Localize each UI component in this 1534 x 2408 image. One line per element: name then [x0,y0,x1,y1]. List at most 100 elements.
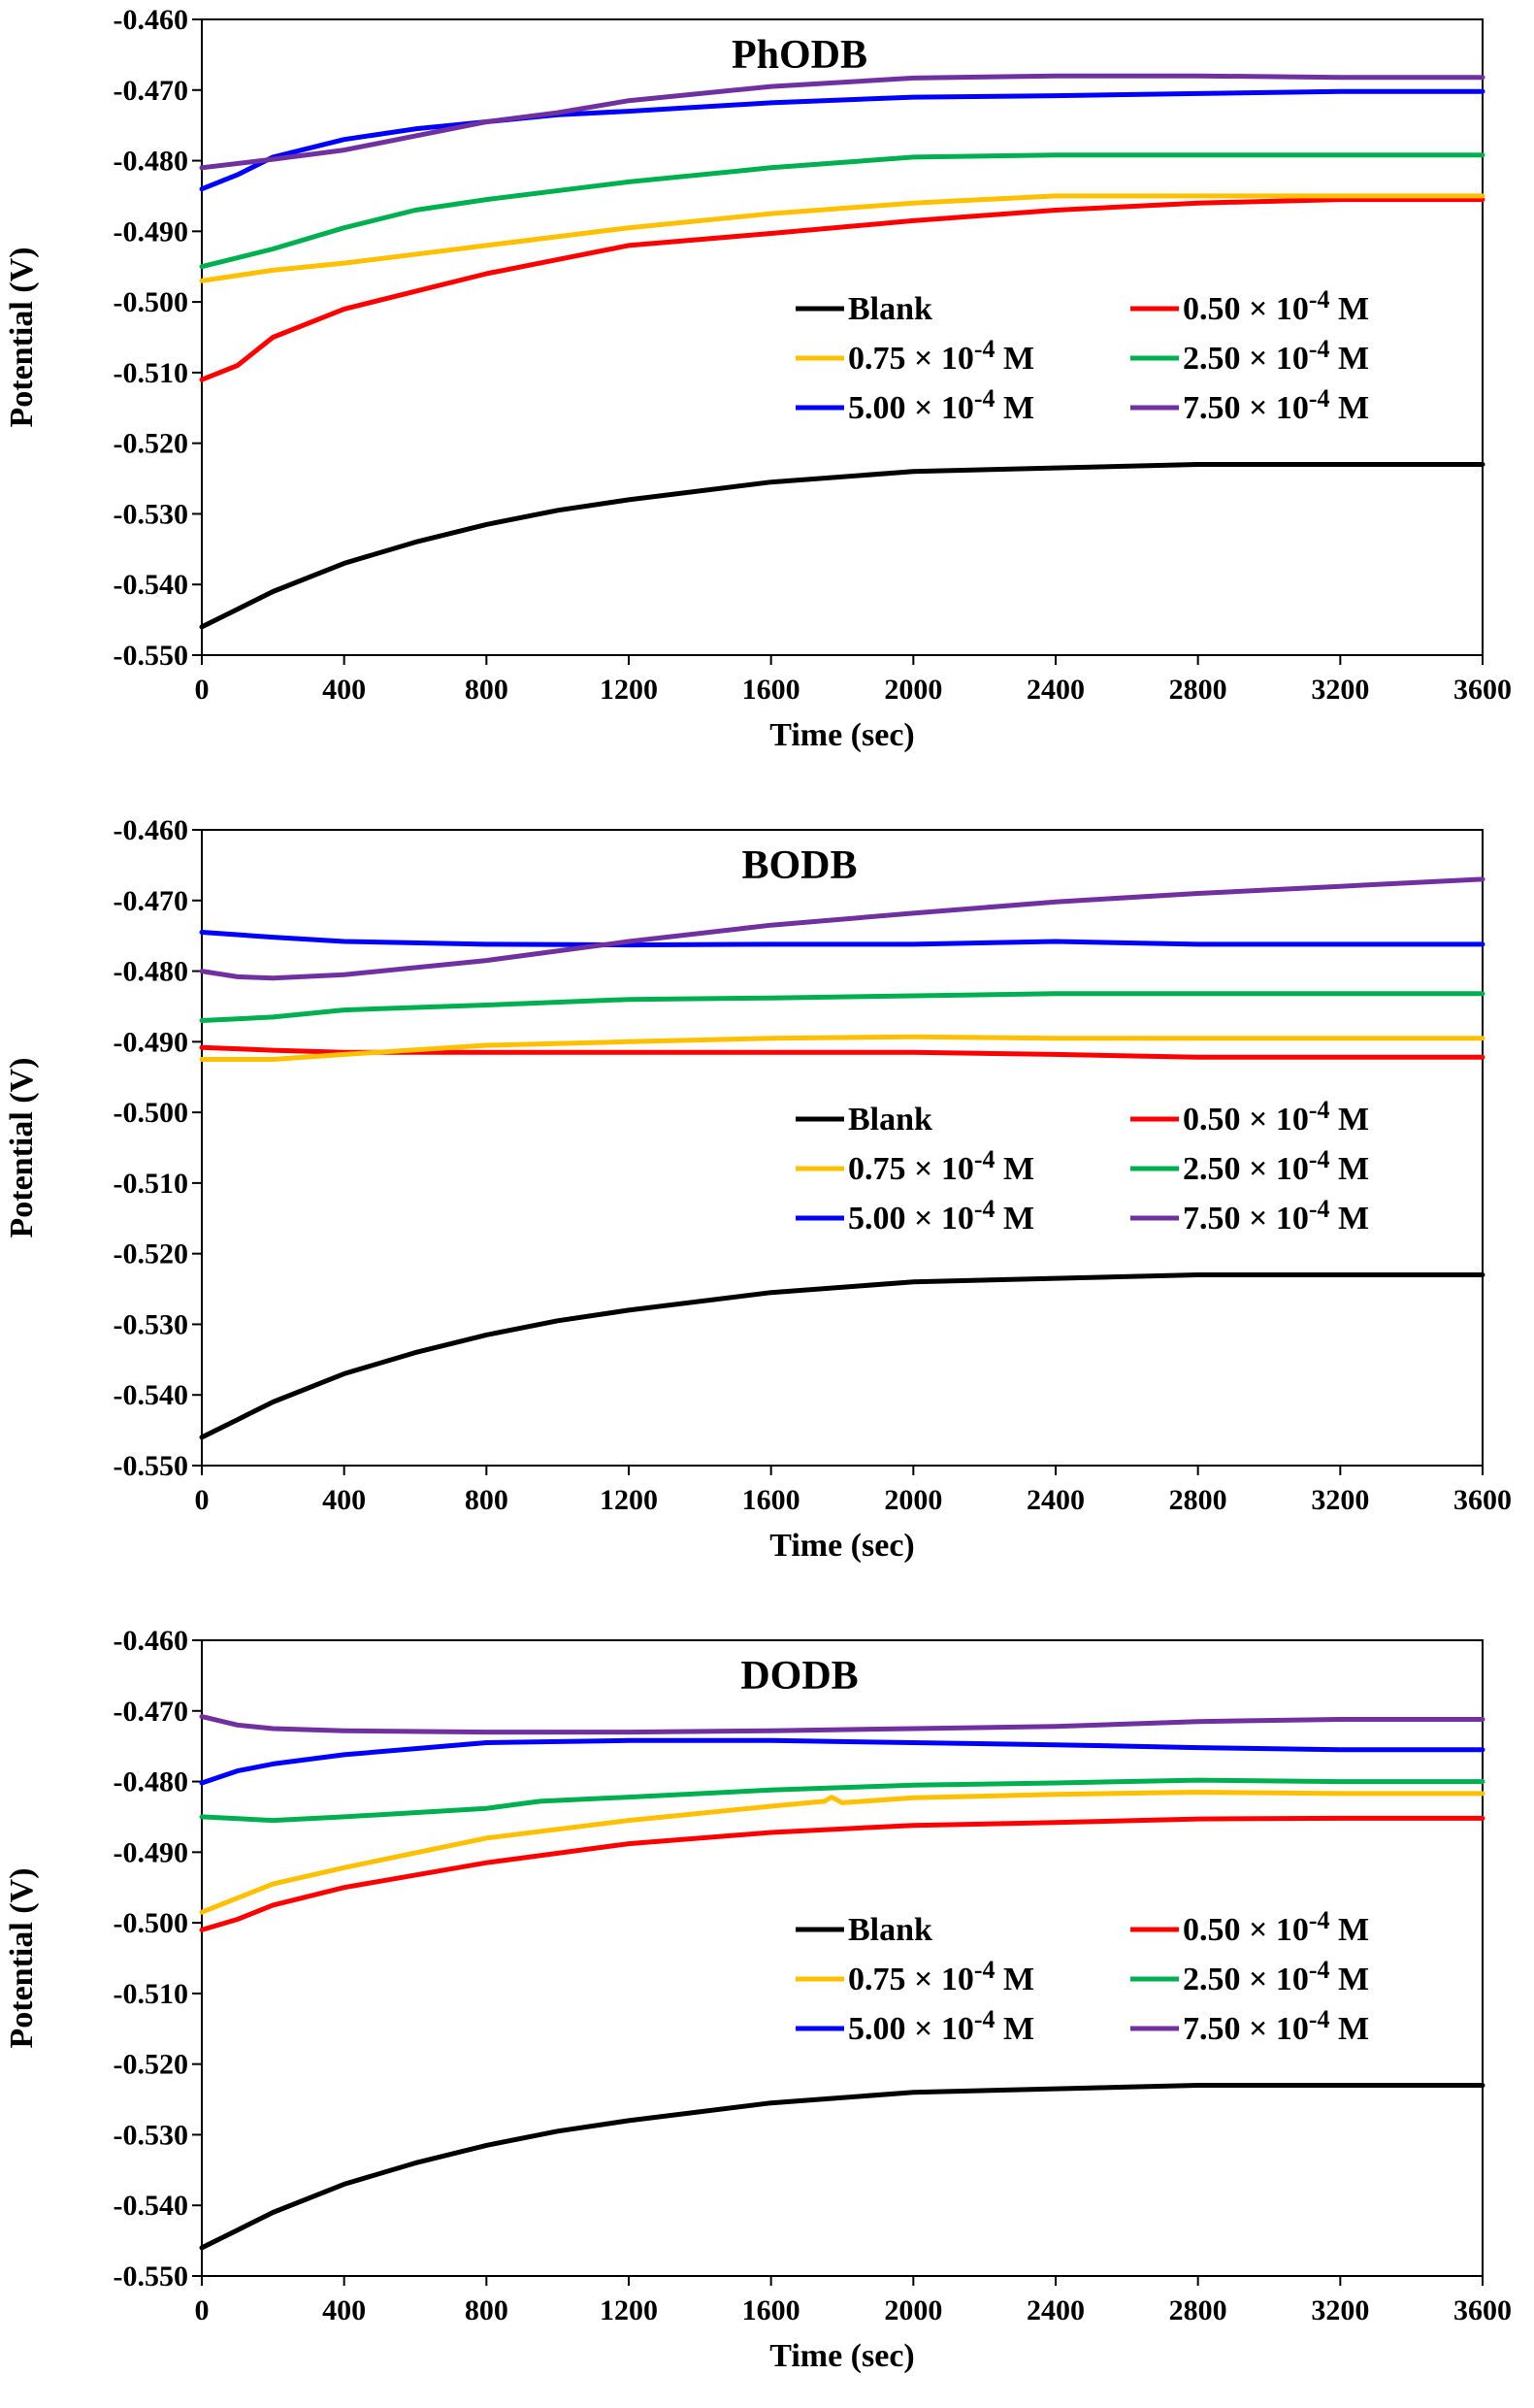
plot-area [201,829,1484,1467]
series-line [199,73,1485,171]
series-line [199,1034,1485,1062]
y-tick-label: -0.520 [114,428,189,460]
x-tick-label: 3200 [1311,674,1369,706]
legend-label: 0.50 × 10-4 M [1183,1906,1369,1948]
x-tick-label: 2400 [1027,1484,1085,1516]
y-tick-label: -0.480 [114,146,189,178]
x-tick-label: 2800 [1169,2294,1227,2326]
legend-label: 7.50 × 10-4 M [1183,1195,1369,1237]
legend-label: 0.75 × 10-4 M [848,1145,1034,1187]
y-tick-label: -0.520 [114,1238,189,1270]
x-tick-label: 2000 [884,2294,942,2326]
legend-label: 0.50 × 10-4 M [1183,285,1369,327]
y-axis-label: Potential (V) [4,1057,40,1237]
legend: Blank 0.50 × 10-4 M 0.75 × 10-4 M 2.50 × 10… [796,1906,1369,2047]
y-axis-label: Potential (V) [4,1867,40,2048]
y-tick-label: -0.460 [114,4,189,36]
y-tick-label: -0.500 [114,1907,189,1939]
y-tick-label: -0.530 [114,498,189,530]
y-tick-label: -0.510 [114,1168,189,1200]
x-tick-label: 800 [465,1484,508,1516]
series-line [199,462,1485,630]
plot-area [201,1639,1484,2277]
series-line [199,876,1485,981]
y-tick-label: -0.550 [114,2260,189,2293]
series-line [199,1790,1485,1915]
series-line [199,991,1485,1023]
chart-title: PhODB [732,33,867,78]
series-line [199,1272,1485,1440]
series-line [199,1714,1485,1735]
legend-label: 0.50 × 10-4 M [1183,1096,1369,1138]
x-tick-label: 2800 [1169,674,1227,706]
legend-label: Blank [848,291,932,327]
x-tick-label: 2000 [884,1484,942,1516]
x-tick-label: 1200 [600,2294,658,2326]
x-axis-label: Time (sec) [769,717,914,753]
y-tick-label: -0.500 [114,286,189,318]
y-tick-label: -0.510 [114,1978,189,2010]
legend-label: 5.00 × 10-4 M [848,384,1034,426]
x-tick-label: 3200 [1311,2294,1369,2326]
y-tick-label: -0.520 [114,2049,189,2081]
x-tick-label: 400 [322,1484,366,1516]
series-line [199,1777,1485,1824]
chart-panel-bodb: -0.460 -0.470 -0.480 -0.490 -0.500 -0.510 -0.5… [4,814,1512,1564]
y-tick-label: -0.550 [114,1450,189,1482]
series-line [199,197,1485,382]
y-tick-label: -0.490 [114,1836,189,1868]
y-tick-label: -0.510 [114,357,189,389]
series-line [199,1737,1485,1786]
x-tick-label: 400 [322,674,366,706]
plot-area [201,18,1484,656]
x-tick-label: 0 [195,2294,210,2326]
x-tick-label: 2400 [1027,2294,1085,2326]
x-tick-label: 3200 [1311,1484,1369,1516]
legend: Blank 0.50 × 10-4 M 0.75 × 10-4 M 2.50 × 10… [796,285,1369,426]
x-tick-label: 2000 [884,674,942,706]
y-tick-label: -0.530 [114,2119,189,2151]
legend-label: 7.50 × 10-4 M [1183,2005,1369,2047]
x-tick-label: 1600 [742,2294,800,2326]
x-tick-label: 3600 [1453,1484,1512,1516]
x-tick-label: 1600 [742,1484,800,1516]
chart-title: DODB [740,1654,858,1699]
x-tick-label: 800 [465,674,508,706]
x-tick-label: 1200 [600,1484,658,1516]
y-tick-label: -0.490 [114,215,189,247]
series-line [199,1815,1485,1932]
y-tick-label: -0.540 [114,2190,189,2222]
legend-label: 7.50 × 10-4 M [1183,384,1369,426]
y-tick-label: -0.540 [114,1379,189,1411]
y-tick-label: -0.470 [114,75,189,107]
x-tick-label: 3600 [1453,2294,1512,2326]
legend-label: 2.50 × 10-4 M [1183,1145,1369,1187]
legend-label: 0.75 × 10-4 M [848,1956,1034,1997]
x-tick-label: 2800 [1169,1484,1227,1516]
x-tick-label: 0 [195,1484,210,1516]
y-tick-label: -0.470 [114,885,189,917]
y-tick-label: -0.530 [114,1308,189,1340]
legend: Blank 0.50 × 10-4 M 0.75 × 10-4 M 2.50 × 10… [796,1096,1369,1237]
x-tick-label: 0 [195,674,210,706]
legend-label: Blank [848,1102,932,1138]
x-tick-label: 1200 [600,674,658,706]
y-tick-label: -0.540 [114,569,189,601]
chart-panel-dodb: -0.460 -0.470 -0.480 -0.490 -0.500 -0.510 -0.5… [4,1625,1512,2374]
legend-label: 5.00 × 10-4 M [848,1195,1034,1237]
series-line [199,193,1485,283]
x-tick-label: 400 [322,2294,366,2326]
x-tick-label: 1600 [742,674,800,706]
x-tick-label: 800 [465,2294,508,2326]
series-line [199,2083,1485,2251]
x-tick-label: 2400 [1027,674,1085,706]
legend-label: 0.75 × 10-4 M [848,335,1034,377]
x-axis-label: Time (sec) [769,2338,914,2374]
series-line [199,930,1485,948]
y-tick-label: -0.490 [114,1026,189,1058]
x-tick-label: 3600 [1453,674,1512,706]
y-tick-label: -0.460 [114,814,189,846]
y-tick-label: -0.480 [114,1766,189,1798]
series-line [199,152,1485,270]
